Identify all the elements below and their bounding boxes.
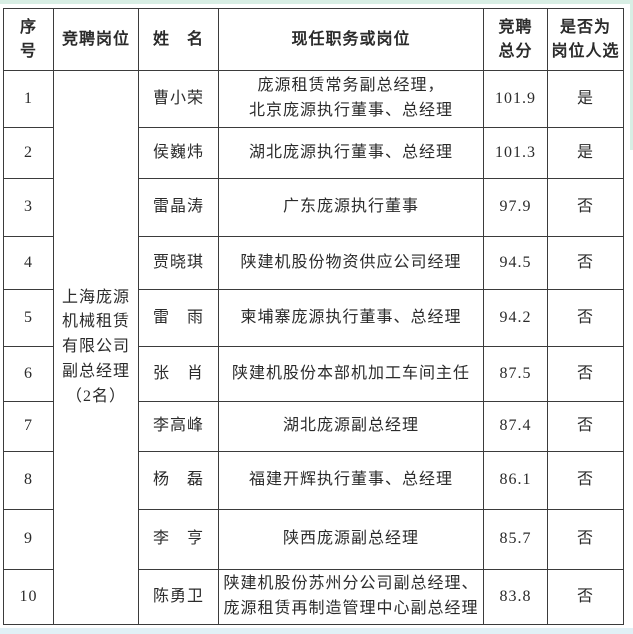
cell-selected: 是 [547, 70, 624, 128]
cell-selected: 否 [547, 401, 624, 452]
header-cell-name: 姓 名 [138, 8, 219, 71]
cell-selected: 否 [547, 451, 624, 510]
cell-current-position: 福建开辉执行董事、总经理 [218, 451, 484, 510]
cell-name: 张 肖 [138, 346, 219, 402]
cell-no: 7 [3, 401, 54, 452]
cell-selected: 否 [547, 178, 624, 237]
cell-selected: 否 [547, 569, 624, 625]
cell-total-score: 87.5 [483, 346, 548, 402]
cell-no: 2 [3, 127, 54, 179]
competition-results-table: 序 号 竞聘岗位 姓 名 现任职务或岗位 竞聘 总分 是否为 岗位人选 1 上海… [3, 8, 624, 625]
header-cell-current-position: 现任职务或岗位 [218, 8, 484, 71]
cell-current-position: 广东庞源执行董事 [218, 178, 484, 237]
cell-name: 李 亨 [138, 509, 219, 570]
cell-current-position: 柬埔寨庞源执行董事、总经理 [218, 289, 484, 347]
cell-name: 杨 磊 [138, 451, 219, 510]
table-row: 1 上海庞源 机械租赁 有限公司 副总经理 （2名） 曹小荣 庞源租赁常务副总经… [3, 70, 624, 625]
cell-total-score: 94.2 [483, 289, 548, 347]
table-row: 9 李 亨 陕西庞源副总经理 85.7 否 [3, 509, 624, 570]
cell-current-position: 陕建机股份本部机加工车间主任 [218, 346, 484, 402]
cell-no: 4 [3, 236, 54, 290]
cell-no: 9 [3, 509, 54, 570]
table-row: 5 雷 雨 柬埔寨庞源执行董事、总经理 94.2 否 [3, 289, 624, 347]
cell-current-position: 湖北庞源副总经理 [218, 401, 484, 452]
cell-total-score: 94.5 [483, 236, 548, 290]
cell-no: 6 [3, 346, 54, 402]
cell-selected: 是 [547, 127, 624, 179]
cell-name: 贾晓琪 [138, 236, 219, 290]
header-cell-no: 序 号 [3, 8, 54, 71]
cell-no: 8 [3, 451, 54, 510]
header-cell-position-applied: 竞聘岗位 [53, 8, 139, 71]
cell-no: 1 [3, 70, 54, 128]
cell-name: 曹小荣 [138, 70, 219, 128]
cell-total-score: 87.4 [483, 401, 548, 452]
cell-name: 侯巍炜 [138, 127, 219, 179]
table-row: 3 雷晶涛 广东庞源执行董事 97.9 否 [3, 178, 624, 237]
cell-total-score: 97.9 [483, 178, 548, 237]
cell-total-score: 101.9 [483, 70, 548, 128]
cell-total-score: 83.8 [483, 569, 548, 625]
cell-selected: 否 [547, 509, 624, 570]
header-cell-total-score: 竞聘 总分 [483, 8, 548, 71]
cell-no: 3 [3, 178, 54, 237]
cell-current-position: 陕建机股份物资供应公司经理 [218, 236, 484, 290]
table-row: 6 张 肖 陕建机股份本部机加工车间主任 87.5 否 [3, 346, 624, 402]
cell-selected: 否 [547, 289, 624, 347]
cell-selected: 否 [547, 346, 624, 402]
cell-current-position: 陕建机股份苏州分公司副总经理、 庞源租赁再制造管理中心副总经理 [218, 569, 484, 625]
scan-edge-bottom [0, 628, 633, 634]
cell-total-score: 101.3 [483, 127, 548, 179]
table-row: 8 杨 磊 福建开辉执行董事、总经理 86.1 否 [3, 451, 624, 510]
table-row: 2 侯巍炜 湖北庞源执行董事、总经理 101.3 是 [3, 127, 624, 179]
scan-edge-top [0, 0, 633, 4]
table-row: 10 陈勇卫 陕建机股份苏州分公司副总经理、 庞源租赁再制造管理中心副总经理 8… [3, 569, 624, 625]
cell-selected: 否 [547, 236, 624, 290]
cell-no: 5 [3, 289, 54, 347]
cell-current-position: 湖北庞源执行董事、总经理 [218, 127, 484, 179]
cell-name: 雷 雨 [138, 289, 219, 347]
header-row: 序 号 竞聘岗位 姓 名 现任职务或岗位 竞聘 总分 是否为 岗位人选 [3, 8, 624, 71]
scan-edge-right [630, 0, 633, 150]
cell-current-position: 庞源租赁常务副总经理， 北京庞源执行董事、总经理 [218, 70, 484, 128]
table-row: 4 贾晓琪 陕建机股份物资供应公司经理 94.5 否 [3, 236, 624, 290]
table-row: 7 李高峰 湖北庞源副总经理 87.4 否 [3, 401, 624, 452]
cell-name: 陈勇卫 [138, 569, 219, 625]
cell-name: 李高峰 [138, 401, 219, 452]
merged-position-applied-cell: 上海庞源 机械租赁 有限公司 副总经理 （2名） [53, 70, 139, 625]
cell-no: 10 [3, 569, 54, 625]
cell-total-score: 85.7 [483, 509, 548, 570]
cell-total-score: 86.1 [483, 451, 548, 510]
cell-current-position: 陕西庞源副总经理 [218, 509, 484, 570]
cell-name: 雷晶涛 [138, 178, 219, 237]
header-cell-selected: 是否为 岗位人选 [547, 8, 624, 71]
